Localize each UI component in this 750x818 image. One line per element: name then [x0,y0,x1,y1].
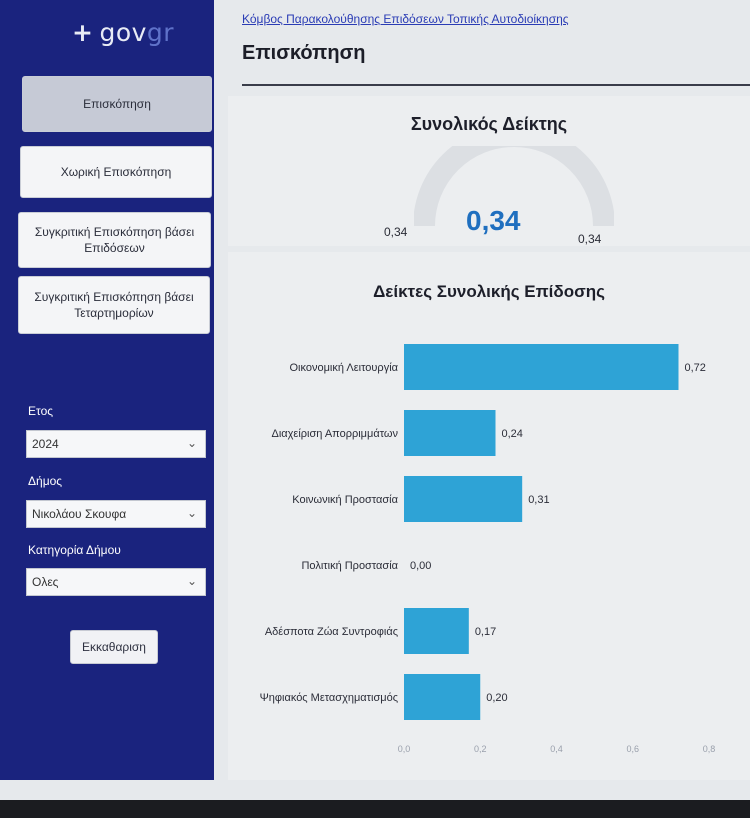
nav-overview-button[interactable]: Επισκόπηση [22,76,212,132]
bar-value-label: 0,72 [685,362,706,374]
page-title: Επισκόπηση [242,42,366,64]
chevron-down-icon: ⌄ [186,574,197,588]
bar-value-label: 0,00 [410,560,431,572]
bar-value-label: 0,20 [486,692,507,704]
chart-title: Δείκτες Συνολικής Επίδοσης [373,282,605,301]
year-label: Ετος [28,404,54,418]
screen: + govgr Επισκόπηση Χωρική Επισκόπηση Συγκ… [0,0,750,800]
x-tick-label: 0,2 [474,744,487,754]
bar-category-label: Αδέσποτα Ζώα Συντροφιάς [265,626,398,638]
kpi-value: 0,34 [466,205,521,236]
logo-plus: + [72,18,94,47]
bar[interactable] [404,410,496,456]
bar-chart-card: Δείκτες Συνολικής Επίδοσης Οικονομική Λε… [228,252,750,780]
bar-category-label: Ψηφιακός Μετασχηματισμός [260,692,398,704]
bar[interactable] [404,476,523,522]
logo-gov: gov [99,18,147,47]
x-tick-label: 0,4 [550,744,563,754]
nav-performance-comparison-button[interactable]: Συγκριτική Επισκόπηση βάσει Επιδόσεων [18,212,211,268]
bar-category-label: Διαχείριση Απορριμμάτων [272,428,399,440]
bar-value-label: 0,31 [528,494,549,506]
category-label: Κατηγορία Δήμου [28,543,121,557]
year-value: 2024 [32,437,59,451]
kpi-card: Συνολικός Δείκτης [228,96,750,246]
municipality-select[interactable]: Νικολάου Σκουφα ⌄ [26,500,206,528]
category-select[interactable]: Ολες ⌄ [26,568,206,596]
breadcrumb-link[interactable]: Κόμβος Παρακολούθησης Επιδόσεων Τοπικής … [242,12,569,26]
bar-category-label: Κοινωνική Προστασία [292,494,398,506]
sidebar: + govgr Επισκόπηση Χωρική Επισκόπηση Συγκ… [0,0,214,780]
chevron-down-icon: ⌄ [186,506,197,520]
municipality-label: Δήμος [28,474,63,488]
bar-value-label: 0,17 [475,626,496,638]
municipality-value: Νικολάου Σκουφα [32,507,127,521]
chevron-down-icon: ⌄ [186,436,197,450]
kpi-min-label: 0,34 [384,225,408,239]
bar[interactable] [404,344,679,390]
logo-gr: gr [146,18,175,47]
nav-spatial-overview-button[interactable]: Χωρική Επισκόπηση [20,146,212,198]
category-value: Ολες [32,575,59,589]
bar-value-label: 0,24 [502,428,523,440]
kpi-max-label: 0,34 [578,232,602,246]
gauge-arc [414,146,614,226]
govgr-logo[interactable]: + govgr [72,18,174,47]
title-divider [242,84,750,86]
bar-category-label: Πολιτική Προστασία [301,560,398,572]
x-tick-label: 0,0 [398,744,411,754]
clear-button[interactable]: Εκκαθαριση [70,630,158,664]
year-select[interactable]: 2024 ⌄ [26,430,206,458]
x-tick-label: 0,8 [703,744,716,754]
kpi-title: Συνολικός Δείκτης [410,114,568,134]
bar[interactable] [404,608,469,654]
bar[interactable] [404,674,481,720]
bar-category-label: Οικονομική Λειτουργία [289,362,398,374]
x-tick-label: 0,6 [626,744,639,754]
bar-chart: Οικονομική Λειτουργία 0,72 Διαχείριση Απορ… [260,344,716,754]
nav-quartile-comparison-button[interactable]: Συγκριτική Επισκόπηση βάσει Τεταρτημορίω… [18,276,210,334]
main-content: Κόμβος Παρακολούθησης Επιδόσεων Τοπικής … [214,0,750,780]
